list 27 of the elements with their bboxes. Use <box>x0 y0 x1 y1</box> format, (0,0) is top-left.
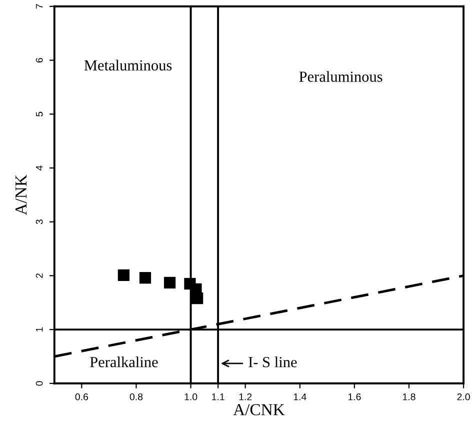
x-tick-label: 1.4 <box>294 393 306 400</box>
y-tick-label: 7 <box>36 4 43 9</box>
x-axis-title: A/CNK <box>233 404 285 416</box>
y-tick-label: 1 <box>36 327 43 332</box>
annotation: Peralkaline <box>90 356 158 368</box>
x-tick-label: 1.8 <box>402 393 416 400</box>
x-tick-label: 1.1 <box>212 393 224 400</box>
x-tick-label: 2.0 <box>457 393 470 400</box>
y-tick-label: 3 <box>36 220 43 224</box>
y-tick-label: 6 <box>36 58 43 62</box>
y-axis-title: A/NK <box>16 174 27 216</box>
y-tick-label: 2 <box>36 273 43 278</box>
x-tick-label: 1.2 <box>239 393 252 400</box>
point <box>139 272 152 284</box>
y-tick-label: 0 <box>36 381 43 386</box>
annotation: Metaluminous <box>84 60 172 71</box>
point <box>192 292 204 304</box>
x-tick-label: 1.0 <box>184 393 198 400</box>
y-tick-label: 5 <box>36 112 43 116</box>
annotation: Peraluminous <box>299 71 382 82</box>
annotation: I- S line <box>248 356 297 368</box>
y-tick-label: 4 <box>36 166 43 170</box>
x-tick-label: 0.8 <box>130 393 143 400</box>
point <box>118 269 130 281</box>
point <box>164 276 176 288</box>
x-tick-label: 1.6 <box>348 393 361 400</box>
x-tick-label: 0.6 <box>75 393 88 400</box>
